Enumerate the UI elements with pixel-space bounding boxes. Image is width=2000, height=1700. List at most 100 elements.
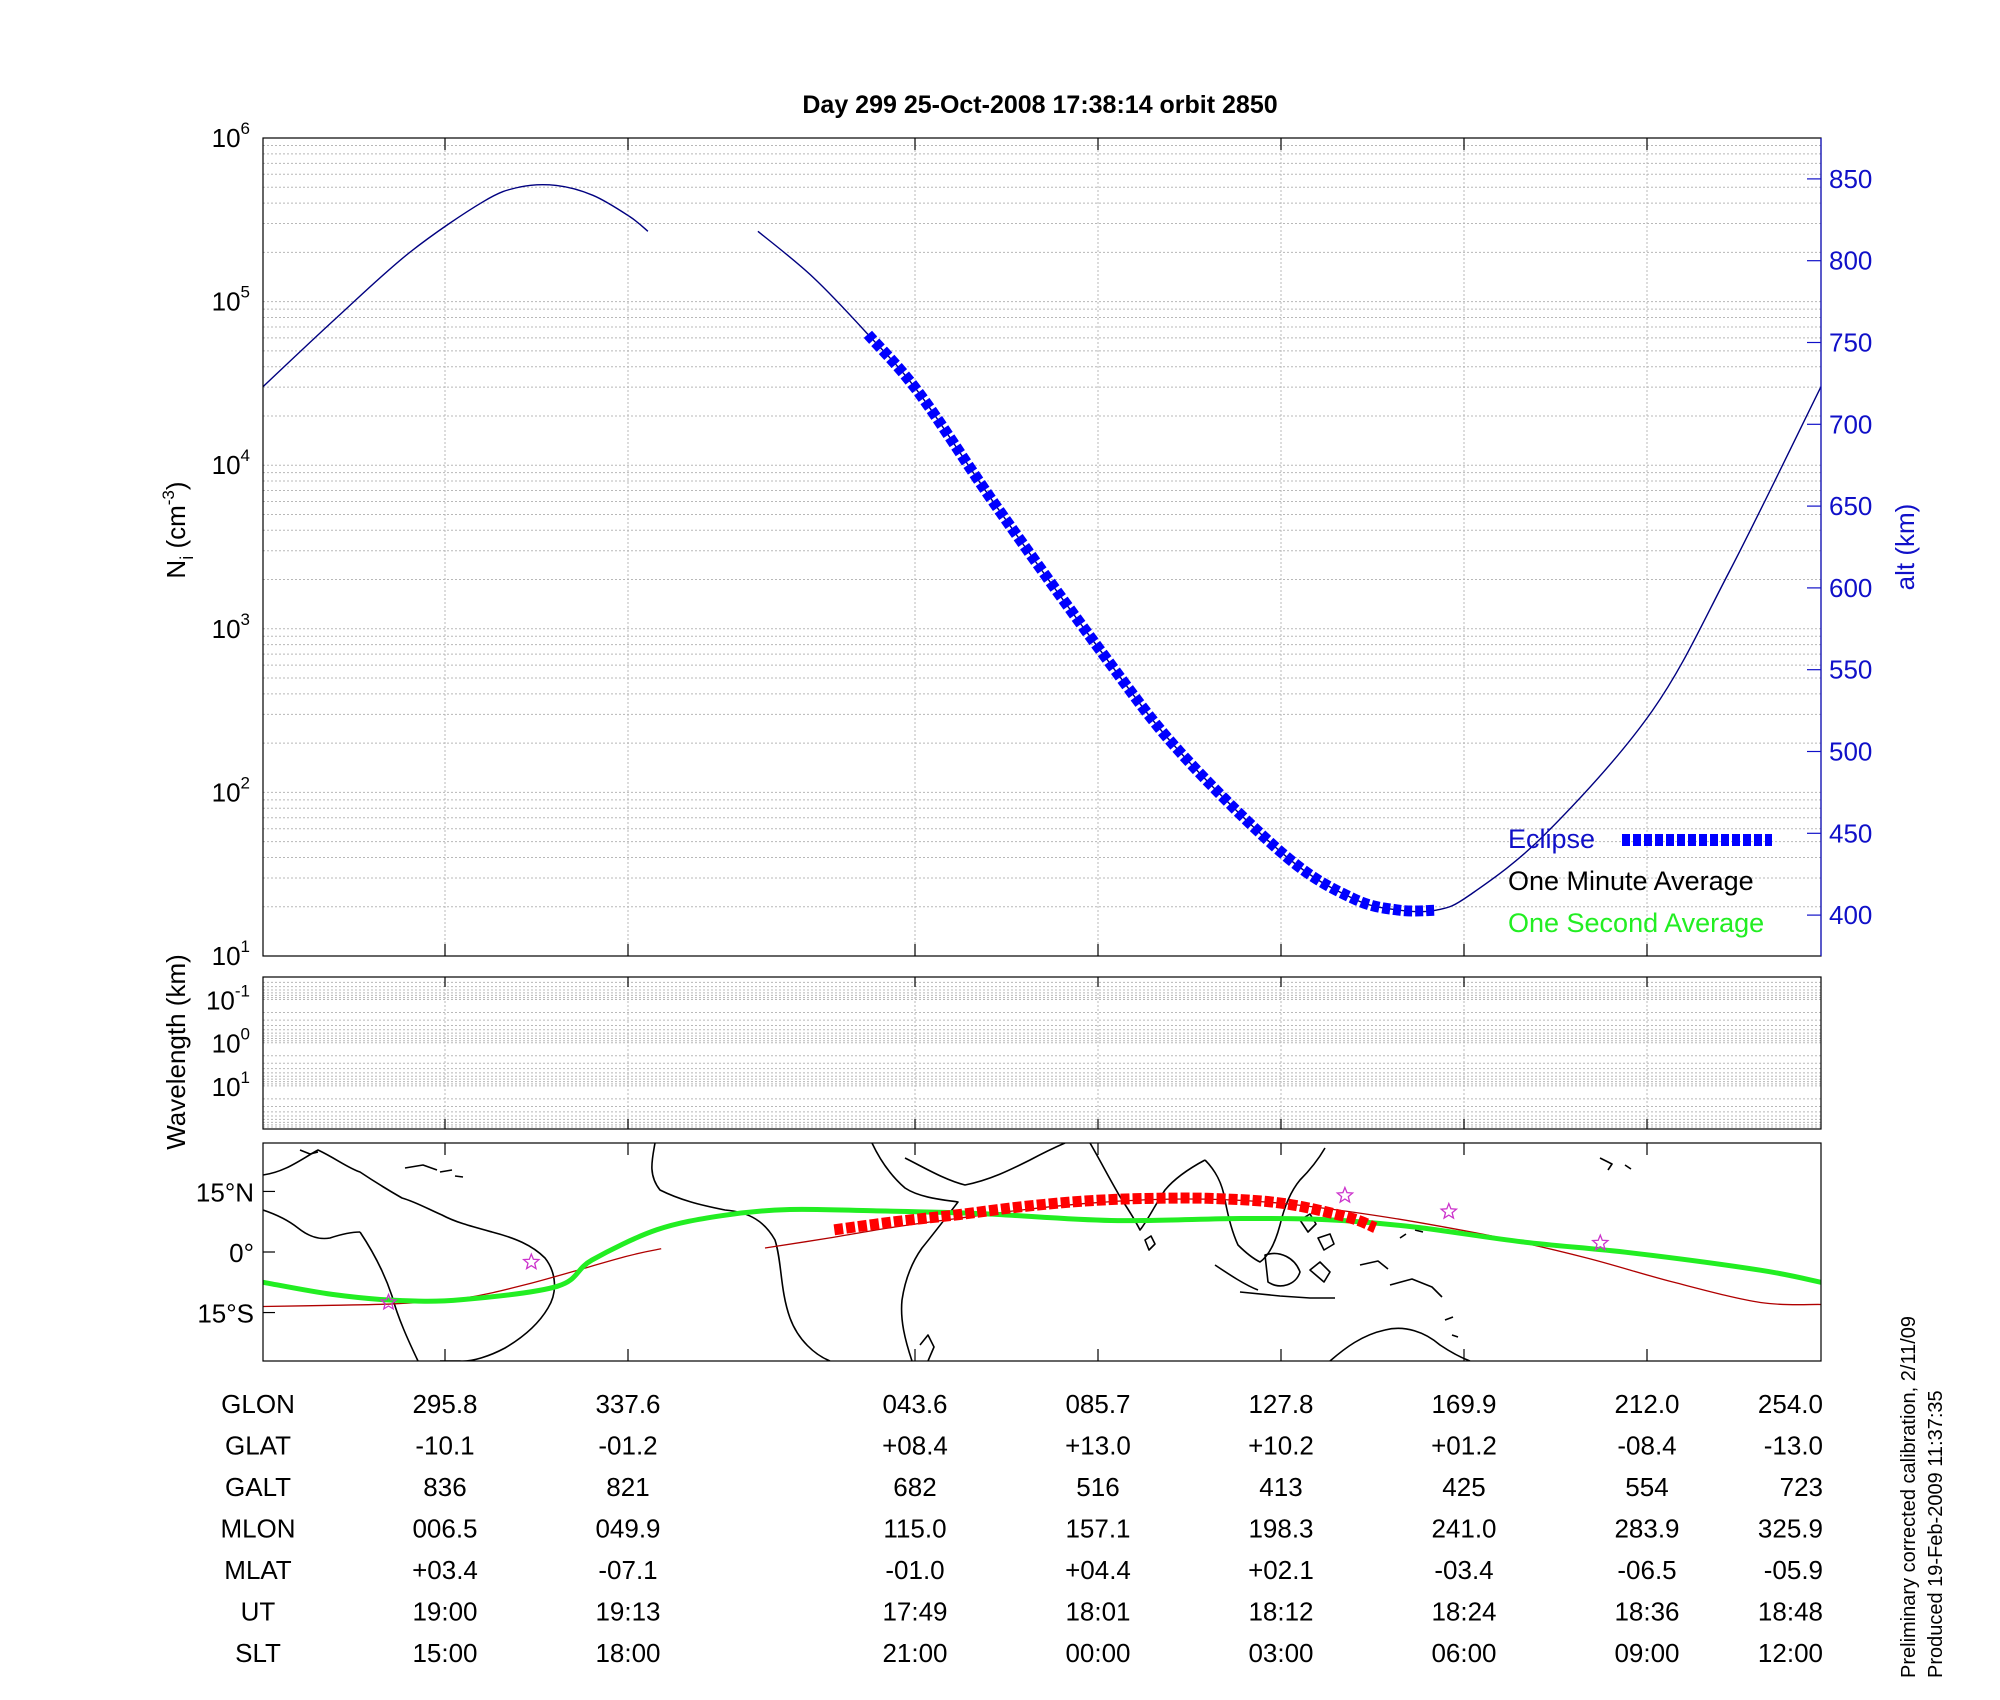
south-america-coast — [263, 1149, 556, 1361]
table-cell: 425 — [1442, 1472, 1485, 1502]
alt-axis-ticks: 400 450 500 550 600 650 700 750 800 850 — [1807, 164, 1872, 930]
table-cell: 169.9 — [1431, 1389, 1496, 1419]
table-cell: 18:36 — [1614, 1597, 1679, 1627]
density-ytick-label: 106 — [212, 119, 250, 153]
table-cell: 413 — [1259, 1472, 1302, 1502]
africa-west-coast — [651, 1143, 831, 1361]
philippines — [1299, 1213, 1335, 1251]
map-axes-frame — [262, 1142, 1822, 1362]
density-panel: 101 102 103 104 105 106 400 450 500 550 600 650 700… — [159, 119, 1920, 971]
density-xticks — [444, 138, 1648, 956]
wavelength-ytick-label: 101 — [212, 1068, 250, 1102]
arabia-coast — [904, 1143, 1066, 1186]
density-ytick-label: 103 — [212, 610, 250, 644]
sri-lanka — [1144, 1235, 1156, 1251]
table-cell: +08.4 — [882, 1431, 948, 1461]
altitude-line — [262, 183, 649, 388]
alt-tick-label: 750 — [1829, 328, 1872, 358]
wavelength-axes-frame — [262, 976, 1822, 1130]
density-ytick-label: 104 — [212, 446, 250, 480]
table-cell: 516 — [1076, 1472, 1119, 1502]
map-eclipse-line — [833, 1192, 1378, 1236]
eclipse-line — [863, 330, 1437, 917]
table-cell: 19:13 — [595, 1597, 660, 1627]
wavelength-ytick-label: 100 — [212, 1025, 250, 1059]
alt-tick-label: 450 — [1829, 818, 1872, 848]
map-yticks: 15°N 0° 15°S — [196, 1177, 275, 1329]
table-cell: 127.8 — [1248, 1389, 1313, 1419]
table-row-label: MLAT — [224, 1555, 292, 1585]
table-cell: +03.4 — [412, 1555, 478, 1585]
wavelength-grid — [263, 976, 1821, 1129]
africa-east-coast — [871, 1143, 959, 1361]
one-second-average-line — [262, 1206, 1822, 1304]
magnetic-equator-star — [379, 1292, 398, 1311]
table-cell: +13.0 — [1065, 1431, 1131, 1461]
density-yticks: 101 102 103 104 105 106 — [212, 119, 250, 971]
table-cell: -01.0 — [885, 1555, 944, 1585]
footnote-produced: Produced 19-Feb-2009 11:37:35 — [1925, 1390, 1947, 1678]
map-xticks — [444, 1143, 1648, 1361]
table-cell: 115.0 — [883, 1514, 946, 1544]
legend-one-second-label: One Second Average — [1508, 908, 1764, 938]
pacific-islands — [1399, 1157, 1632, 1338]
table-row-label: GLON — [221, 1389, 295, 1419]
table-cell: 17:49 — [882, 1597, 947, 1627]
alt-tick-label: 550 — [1829, 655, 1872, 685]
wavelength-ytick-label: 10-1 — [206, 982, 250, 1016]
table-cell: 00:00 — [1065, 1638, 1130, 1668]
table-cell: 325.9 — [1758, 1514, 1823, 1544]
table-row-label: UT — [241, 1597, 276, 1627]
wavelength-ylabel: Wavelength (km) — [161, 954, 191, 1150]
legend-one-minute-label: One Minute Average — [1508, 866, 1754, 896]
table-cell: 18:00 — [595, 1638, 660, 1668]
table-row-label: SLT — [235, 1638, 281, 1668]
density-ytick-label: 101 — [212, 937, 250, 971]
table-cell: -07.1 — [598, 1555, 657, 1585]
alt-tick-label: 650 — [1829, 491, 1872, 521]
table-cell: 15:00 — [412, 1638, 477, 1668]
table-row-label: GLAT — [225, 1431, 291, 1461]
table-cell: -06.5 — [1617, 1555, 1676, 1585]
table-row-label: MLON — [220, 1514, 295, 1544]
table-cell: 18:48 — [1758, 1597, 1823, 1627]
table-cell: 043.6 — [882, 1389, 947, 1419]
central-america-coast — [263, 1209, 361, 1240]
legend: Eclipse One Minute Average One Second Av… — [1508, 824, 1772, 938]
caribbean-islands — [299, 1149, 464, 1178]
chart-title: Day 299 25-Oct-2008 17:38:14 orbit 2850 — [802, 91, 1277, 119]
table-cell: 554 — [1625, 1472, 1668, 1502]
table-cell: -03.4 — [1434, 1555, 1493, 1585]
india-coast — [1089, 1143, 1206, 1231]
table-cell: -08.4 — [1617, 1431, 1676, 1461]
table-cell: 295.8 — [412, 1389, 477, 1419]
magnetic-equator-star — [1439, 1201, 1459, 1220]
density-ytick-label: 102 — [212, 773, 250, 807]
map-ytick-label: 15°N — [196, 1177, 254, 1207]
table-row-label: GALT — [225, 1472, 291, 1502]
table-cell: -10.1 — [415, 1431, 474, 1461]
footnote-calibration: Preliminary corrected calibration, 2/11/… — [1898, 1316, 1920, 1678]
table-cell: +02.1 — [1248, 1555, 1314, 1585]
madagascar — [919, 1334, 935, 1361]
table-cell: +10.2 — [1248, 1431, 1314, 1461]
map-series — [262, 1185, 1822, 1311]
map-ytick-label: 0° — [229, 1238, 254, 1268]
magnetic-equator-star — [1591, 1233, 1610, 1252]
table-cell: 723 — [1780, 1472, 1823, 1502]
alt-axis-label: alt (km) — [1890, 504, 1920, 591]
table-cell: 12:00 — [1758, 1638, 1823, 1668]
table-cell: +04.4 — [1065, 1555, 1131, 1585]
table-cell: 19:00 — [412, 1597, 477, 1627]
table-cell: 085.7 — [1065, 1389, 1130, 1419]
alt-tick-label: 800 — [1829, 246, 1872, 276]
table-cell: 198.3 — [1248, 1514, 1313, 1544]
table-cell: 682 — [893, 1472, 936, 1502]
map-panel: 15°N 0° 15°S — [196, 1142, 1822, 1362]
map-ytick-label: 15°S — [197, 1299, 254, 1329]
table-cell: 006.5 — [412, 1514, 477, 1544]
table-cell: -13.0 — [1764, 1431, 1823, 1461]
density-ytick-label: 105 — [212, 283, 250, 317]
alt-tick-label: 500 — [1829, 737, 1872, 767]
